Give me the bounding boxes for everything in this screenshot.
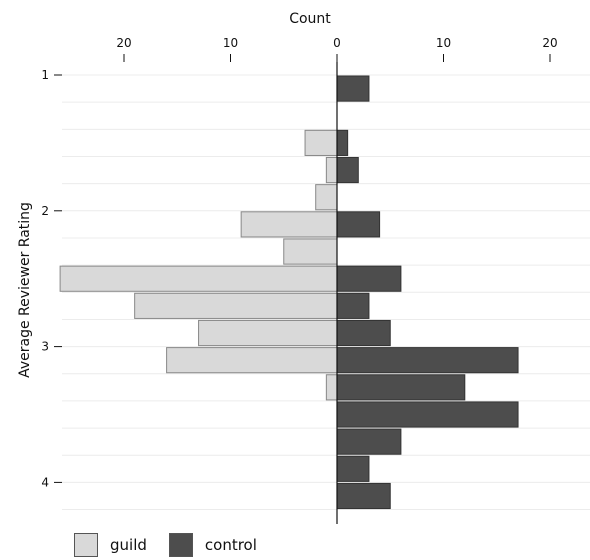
bar-guild bbox=[325, 156, 338, 184]
bar-guild bbox=[198, 319, 338, 347]
bar-guild bbox=[59, 265, 338, 292]
bar-control bbox=[336, 156, 359, 184]
bar-control bbox=[336, 319, 391, 347]
x-tick-label: 10 bbox=[436, 36, 451, 50]
bar-guild bbox=[283, 238, 338, 265]
bar-guild bbox=[304, 129, 338, 156]
legend-item-control: control bbox=[168, 533, 257, 557]
bar-guild bbox=[240, 211, 338, 238]
axes: 20 10 0 10 20 1 2 3 4 bbox=[41, 36, 558, 524]
bar-control bbox=[336, 347, 519, 374]
bar-control bbox=[336, 374, 466, 401]
bar-control bbox=[336, 401, 519, 428]
bar-guild bbox=[325, 374, 338, 401]
bar-guild bbox=[166, 347, 338, 374]
bar-control bbox=[336, 211, 381, 238]
x-tick-label: 20 bbox=[542, 36, 557, 50]
bar-control bbox=[336, 129, 349, 156]
legend-item-guild: guild bbox=[74, 533, 147, 557]
y-tick-label: 3 bbox=[41, 340, 49, 354]
y-axis-title: Average Reviewer Rating bbox=[17, 202, 33, 378]
x-axis-title: Count bbox=[289, 11, 331, 27]
legend-label-guild: guild bbox=[110, 536, 147, 554]
bar-guild bbox=[315, 184, 338, 211]
bar-control bbox=[336, 75, 370, 102]
bar-control bbox=[336, 292, 370, 319]
bar-guild bbox=[134, 292, 338, 319]
x-tick-label: 20 bbox=[116, 36, 131, 50]
y-tick-label: 1 bbox=[41, 68, 49, 82]
x-tick-label: 0 bbox=[333, 36, 341, 50]
y-tick-label: 2 bbox=[41, 204, 49, 218]
legend-label-control: control bbox=[204, 536, 257, 554]
bar-control bbox=[336, 482, 391, 510]
legend: guild control bbox=[74, 533, 279, 557]
legend-swatch-guild bbox=[74, 533, 98, 557]
bar-control bbox=[336, 428, 402, 455]
bar-control bbox=[336, 455, 370, 482]
legend-swatch-control bbox=[168, 533, 193, 557]
grid-lines bbox=[62, 74, 590, 511]
bars bbox=[59, 75, 519, 510]
y-tick-label: 4 bbox=[41, 475, 49, 489]
x-tick-label: 10 bbox=[223, 36, 238, 50]
bar-control bbox=[336, 265, 402, 292]
